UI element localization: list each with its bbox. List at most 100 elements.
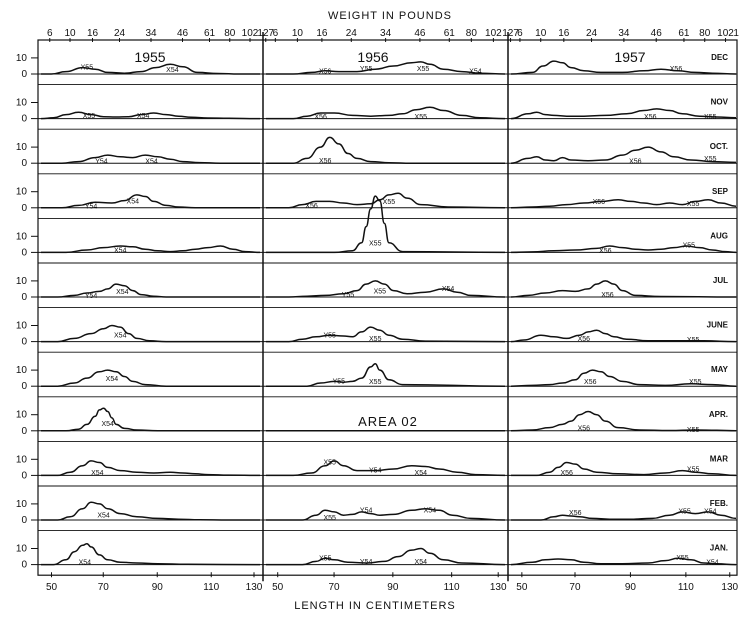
y-tick-label: 10 [16, 454, 28, 465]
curve-label: X55 [687, 467, 700, 474]
curve-label: X55 [323, 460, 336, 467]
top-tick-label: 61 [204, 28, 216, 39]
top-tick-label: 102 [485, 28, 502, 39]
y-tick-label: 0 [21, 470, 27, 481]
bottom-tick-label: 90 [625, 582, 637, 593]
curve-label: X54 [79, 560, 92, 567]
top-tick-label: 10 [64, 28, 76, 39]
top-tick-label: 46 [651, 28, 663, 39]
curve-label: X55 [319, 556, 332, 563]
curve-label: X54 [114, 248, 127, 255]
curve-label: X56 [599, 248, 612, 255]
curve-label: X54 [469, 68, 482, 75]
bottom-tick-label: 90 [152, 582, 164, 593]
top-tick-label: 24 [346, 28, 358, 39]
frequency-curve [266, 460, 506, 477]
bottom-tick-label: 50 [516, 582, 528, 593]
y-tick-label: 0 [21, 69, 27, 80]
curve-label: Y55 [360, 66, 373, 73]
frequency-curve [266, 507, 506, 521]
y-tick-label: 0 [21, 426, 27, 437]
y-tick-label: 0 [21, 337, 27, 348]
panels-group: X55 X54 X55 X54 Y54 X54 Y54 X54 X54 Y54 X54 X54 X54 X… [40, 60, 737, 567]
y-tick-label: 0 [21, 247, 27, 258]
area-label: AREA 02 [358, 414, 418, 429]
bottom-tick-label: 110 [444, 582, 460, 593]
y-tick-label: 0 [21, 158, 27, 169]
bottom-tick-label: 130 [490, 582, 507, 593]
y-tick-label: 10 [16, 98, 28, 109]
frequency-curve [266, 106, 506, 120]
curve-label: X55 [369, 241, 382, 248]
top-tick-label: 10 [292, 28, 304, 39]
frequency-curve [41, 154, 260, 164]
curve-label: X55 [374, 289, 387, 296]
frequency-curve [510, 369, 737, 387]
curve-label: X55 [417, 66, 430, 73]
top-tick-label: 80 [224, 28, 236, 39]
y-tick-label: 0 [21, 515, 27, 526]
top-tick-label: 127 [502, 28, 519, 39]
curve-label: X55 [369, 336, 382, 343]
top-tick-label: 61 [444, 28, 456, 39]
curve-label: X55 [678, 509, 691, 516]
top-tick-label: 34 [145, 28, 157, 39]
month-label: FEB. [710, 499, 728, 508]
frequency-curve [41, 283, 260, 298]
frequency-curve [41, 63, 260, 75]
top-tick-label: 24 [114, 28, 126, 39]
frequency-curve [265, 362, 506, 387]
top-tick-label: 34 [380, 28, 392, 39]
curve-label: X56 [560, 470, 573, 477]
curve-label: X54 [415, 470, 428, 477]
top-tick-label: 6 [47, 28, 53, 39]
y-tick-label: 0 [21, 381, 27, 392]
month-label: DEC [711, 53, 728, 62]
curve-label: X56 [601, 292, 614, 299]
y-tick-label: 0 [21, 292, 27, 303]
top-tick-label: 80 [699, 28, 711, 39]
frequency-curve [511, 461, 737, 477]
curve-label: X55 [687, 427, 700, 434]
frequency-curve [510, 410, 737, 432]
curve-label: Y54 [360, 508, 373, 515]
y-tick-label: 0 [21, 114, 27, 125]
top-tick-label: 24 [586, 28, 598, 39]
curve-label: X54 [424, 508, 437, 515]
frequency-curve [40, 194, 260, 209]
curve-label: Y54 [85, 293, 98, 300]
curve-label: Y54 [369, 467, 382, 474]
curve-label: X56 [644, 114, 657, 121]
month-label: OCT. [710, 142, 728, 151]
curve-label: Y54 [85, 204, 98, 211]
frequency-curve [41, 501, 260, 521]
curve-label: X56 [593, 199, 606, 206]
curve-label: X54 [127, 199, 140, 206]
curve-label: X55 [81, 65, 94, 72]
frequency-curve [41, 460, 261, 477]
month-label: JAN. [710, 544, 728, 553]
frequency-curve [265, 192, 506, 209]
curve-label: Y54 [360, 559, 373, 566]
curve-label: X56 [578, 425, 591, 432]
y-tick-label: 10 [16, 142, 28, 153]
frequency-curve [266, 326, 506, 343]
curve-label: X55 [369, 379, 382, 386]
y-tick-label: 10 [16, 499, 28, 510]
month-label: SEP [712, 187, 729, 196]
top-tick-label: 6 [517, 28, 523, 39]
curve-label: X55 [689, 379, 702, 386]
curve-label: X54 [166, 67, 179, 74]
y-tick-label: 10 [16, 321, 28, 332]
frequency-curve [41, 324, 260, 343]
curve-label: X54 [97, 513, 110, 520]
bottom-tick-label: 70 [569, 582, 581, 593]
frequency-curve [510, 557, 737, 566]
top-tick-label: 102 [242, 28, 259, 39]
y-tick-label: 0 [21, 203, 27, 214]
frequency-curve [40, 369, 260, 387]
curve-label: X55 [704, 156, 717, 163]
frequency-curve [266, 547, 506, 566]
top-tick-label: 10 [535, 28, 547, 39]
